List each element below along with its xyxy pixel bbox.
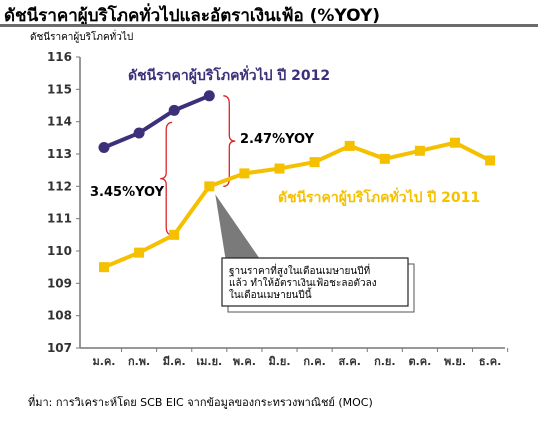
- x-tick-label: เม.ย.: [196, 355, 222, 368]
- y-tick-label: 107: [47, 341, 72, 355]
- x-axis: ม.ค. ก.พ. มี.ค. เม.ย. พ.ค. มิ.ย. ก.ค. ส.ค. ก.ย. ต…: [80, 347, 509, 368]
- data-point-2011: [379, 153, 390, 164]
- x-tick-label: ก.ค.: [303, 355, 325, 368]
- data-point-2011: [169, 229, 180, 240]
- series-line-2011: [103, 140, 492, 270]
- callout-box-front: [221, 257, 409, 307]
- y-axis: 107 108 109 110 111 112 113 114 115 116: [47, 50, 81, 355]
- data-point-2011: [485, 155, 496, 166]
- x-tick-label: ก.ย.: [374, 355, 395, 368]
- x-tick-label: ธ.ค.: [479, 355, 501, 368]
- y-tick-label: 110: [47, 244, 72, 258]
- x-tick-label: มี.ค.: [163, 355, 186, 368]
- y-axis-unit-label: ดัชนีราคาผู้บริโภคทั่วไป: [30, 32, 134, 43]
- x-tick-label: มิ.ย.: [268, 355, 290, 368]
- x-tick-label: ส.ค.: [338, 355, 360, 368]
- y-tick-label: 114: [47, 115, 72, 129]
- series-labels: ดัชนีราคาผู้บริโภคทั่วไป ปี 2012 ดัชนีราค…: [128, 65, 480, 206]
- yoy-brackets: 2.47%YOY 3.45%YOY: [90, 95, 315, 236]
- data-point-2012: [98, 142, 110, 154]
- y-tick-label: 116: [47, 50, 72, 64]
- chart-title: ดัชนีราคาผู้บริโภคทั่วไปและอัตราเงินเฟ้อ…: [4, 6, 381, 26]
- yoy-bracket-2012: [223, 95, 236, 187]
- yoy-label-2011: 3.45%YOY: [90, 185, 165, 200]
- y-tick-label: 111: [47, 212, 72, 226]
- data-point-2012: [203, 90, 215, 102]
- x-tick-label: ก.พ.: [128, 355, 150, 368]
- series-layer: [98, 90, 496, 273]
- data-point-2012: [168, 104, 180, 116]
- callout-text-line: ในเดือนเมษายนปีนี้: [229, 287, 312, 301]
- y-tick-label: 112: [47, 179, 72, 193]
- callout-text-line: แล้ว ทำให้อัตราเงินเฟ้อชะลอตัวลง: [229, 277, 377, 289]
- data-point-2011: [450, 137, 460, 148]
- x-tick-label: พ.ค.: [233, 355, 256, 368]
- series-label-2011: ดัชนีราคาผู้บริโภคทั่วไป ปี 2011: [278, 187, 480, 206]
- y-tick-label: 109: [47, 276, 72, 290]
- data-point-2012: [133, 127, 145, 139]
- x-tick-label: ต.ค.: [408, 355, 431, 368]
- y-tick-label: 115: [47, 82, 72, 96]
- callout-text-line: ฐานราคาที่สูงในเดือนเมษายนปีที่: [229, 263, 370, 277]
- source-note: ที่มา: การวิเคราะห์โดย SCB EIC จากข้อมูล…: [28, 396, 373, 409]
- data-point-2011: [414, 145, 425, 156]
- callout-pointer: [215, 194, 262, 262]
- data-point-2011: [204, 181, 215, 192]
- data-point-2011: [309, 157, 320, 168]
- series-label-2012: ดัชนีราคาผู้บริโภคทั่วไป ปี 2012: [128, 65, 330, 84]
- title-underline: [0, 24, 538, 27]
- y-tick-label: 108: [47, 309, 72, 323]
- x-tick-label: ม.ค.: [93, 355, 116, 368]
- data-point-2011: [134, 247, 145, 258]
- y-tick-label: 113: [47, 147, 72, 161]
- data-point-2011: [274, 163, 285, 174]
- data-point-2011: [239, 168, 250, 179]
- data-point-2011: [344, 140, 355, 151]
- series-line-2012: [103, 93, 211, 150]
- callout: ฐานราคาที่สูงในเดือนเมษายนปีที่แล้ว ทำให…: [215, 194, 415, 313]
- yoy-bracket-2011: [160, 121, 173, 236]
- x-tick-label: พ.ย.: [444, 355, 466, 368]
- data-point-2011: [99, 262, 109, 273]
- yoy-label-2012: 2.47%YOY: [240, 132, 315, 147]
